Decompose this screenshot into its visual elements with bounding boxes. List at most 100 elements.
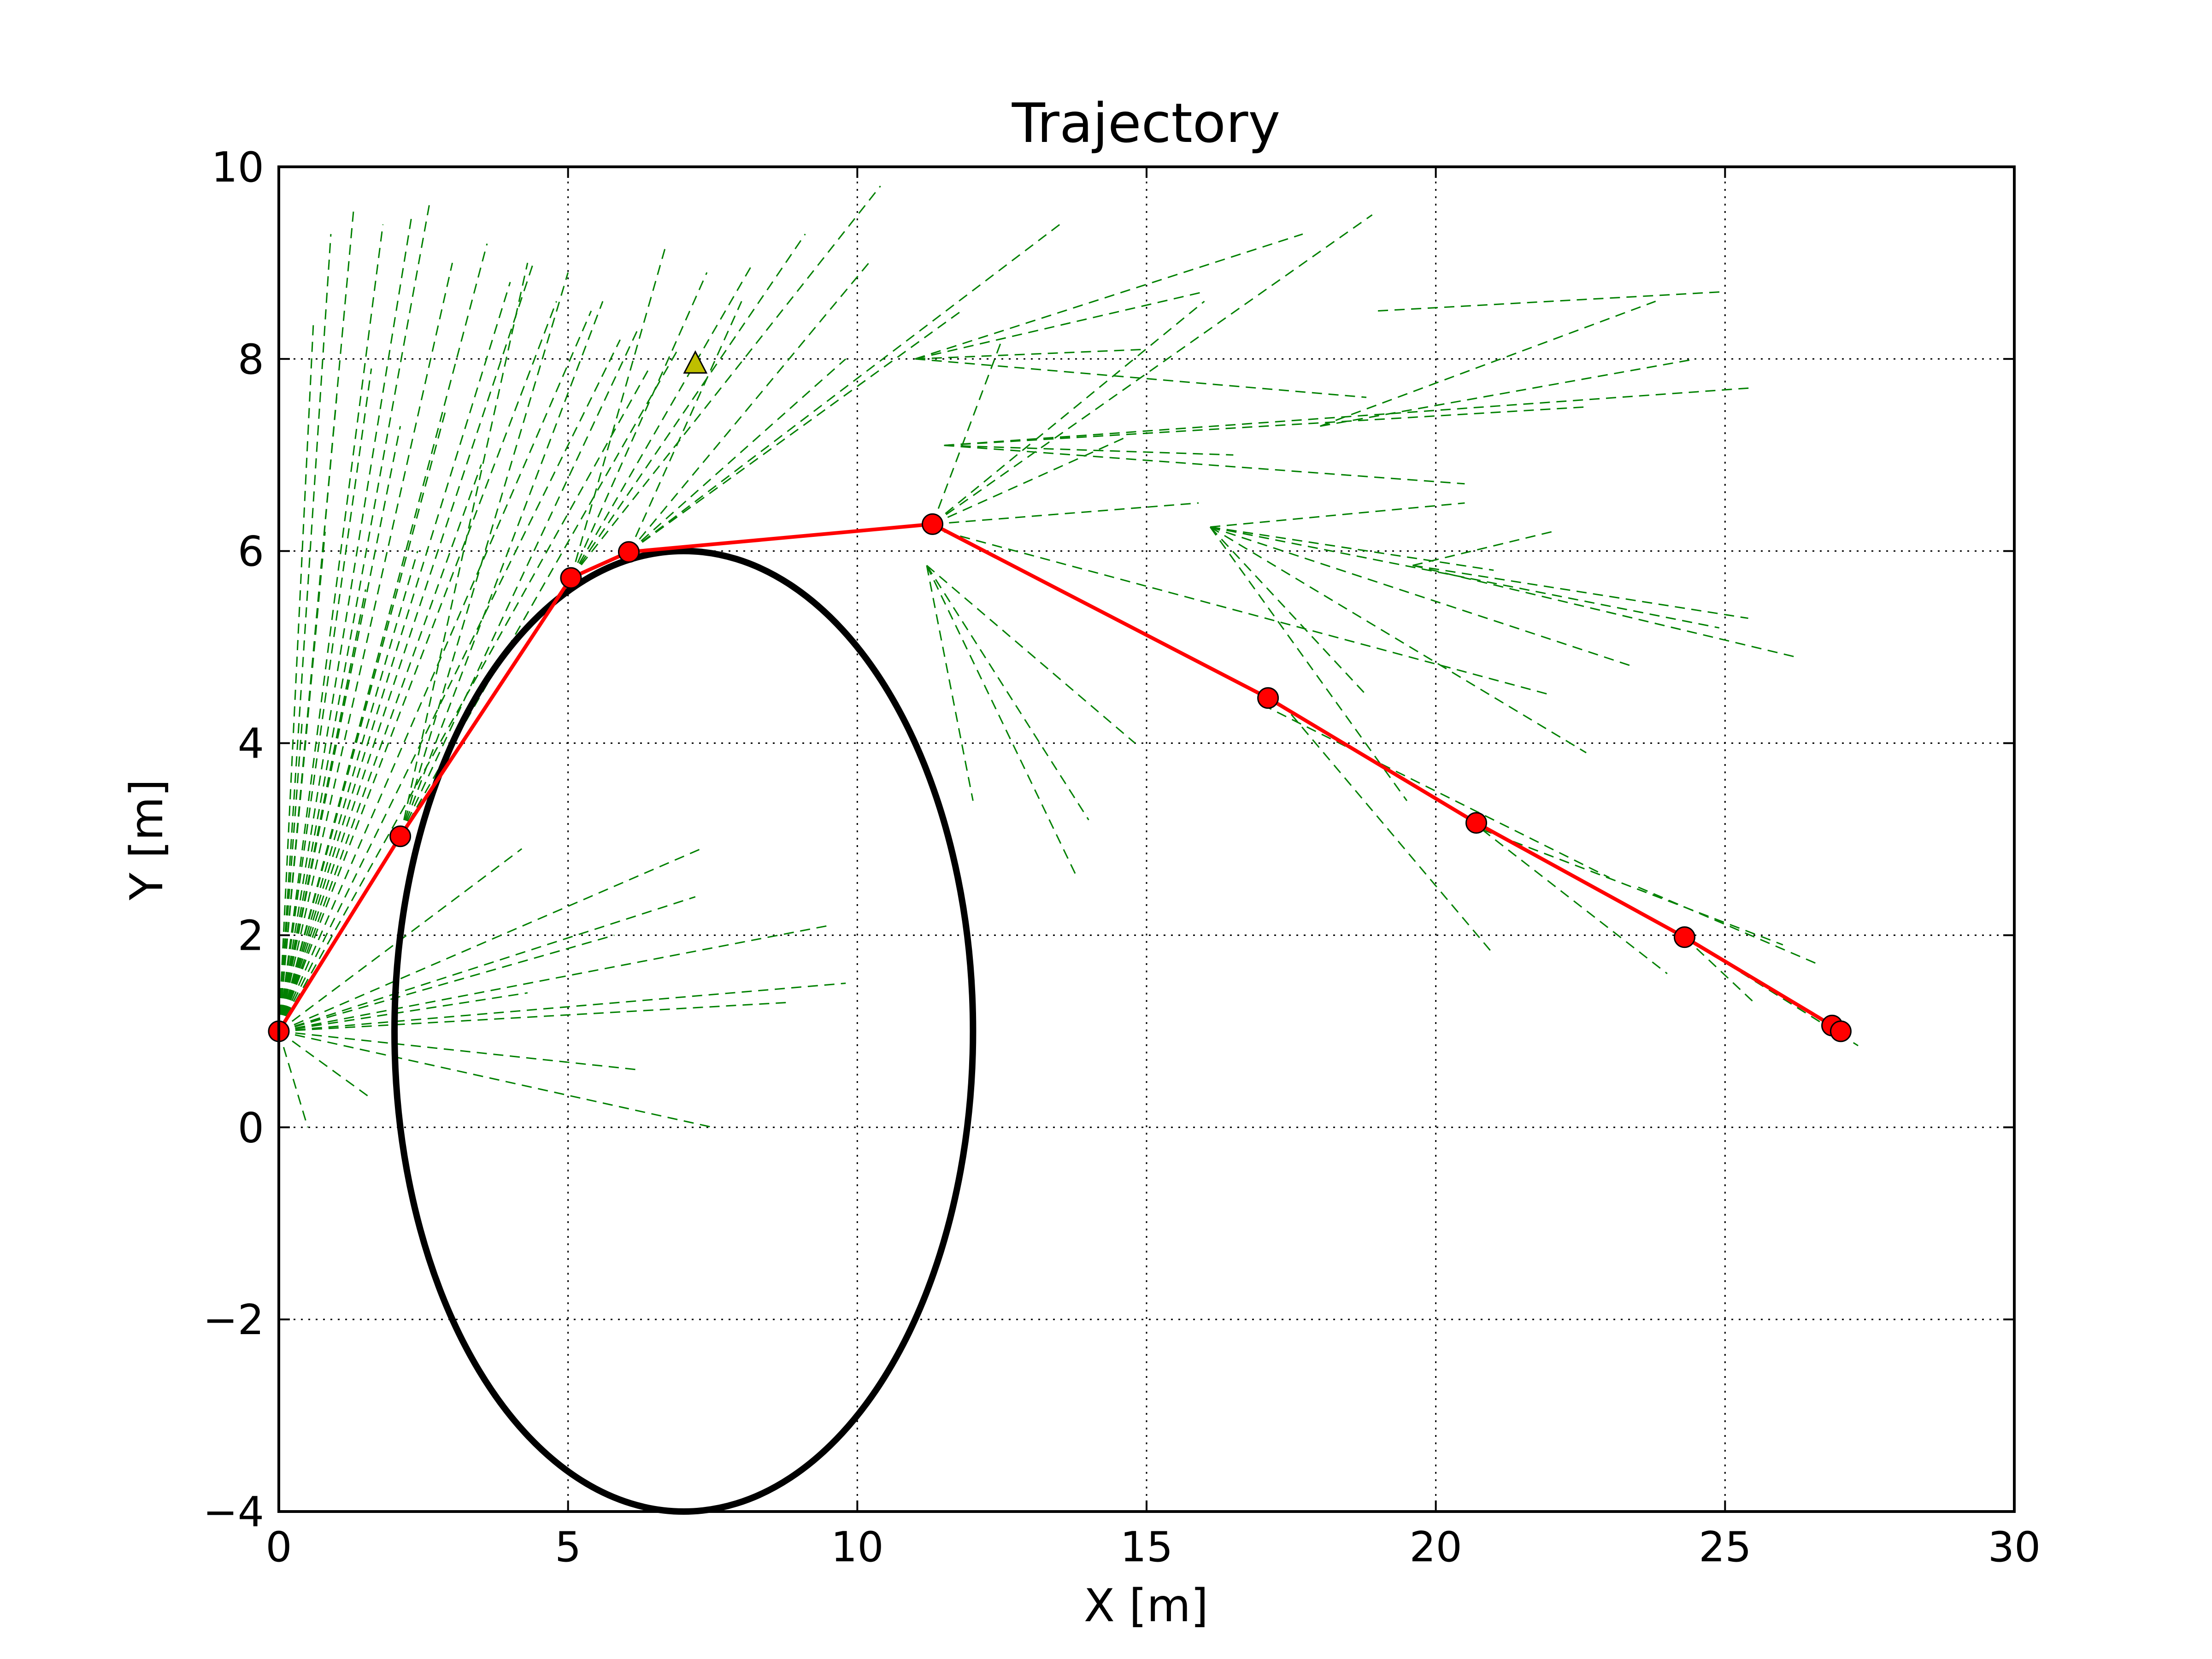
tree-edge bbox=[926, 565, 1089, 821]
y-tick-label: 4 bbox=[238, 720, 264, 768]
tree-edge bbox=[570, 262, 754, 578]
x-tick-label: 30 bbox=[1988, 1523, 2041, 1571]
tree-edge bbox=[278, 214, 413, 1032]
tree-edge bbox=[1209, 526, 1408, 801]
x-tick-label: 15 bbox=[1120, 1523, 1173, 1571]
x-tick-label: 0 bbox=[265, 1523, 292, 1571]
x-tick-label: 25 bbox=[1699, 1523, 1752, 1571]
tree-edge bbox=[400, 329, 638, 837]
tree-edge bbox=[915, 358, 1367, 398]
tree-edge bbox=[1290, 714, 1494, 955]
tree-edge bbox=[628, 301, 742, 553]
tree-edge bbox=[932, 214, 1373, 525]
tree-edge bbox=[278, 311, 592, 1032]
x-tick-label: 10 bbox=[831, 1523, 884, 1571]
tree-edge bbox=[915, 348, 1147, 360]
y-tick-label: 6 bbox=[238, 528, 264, 576]
tree-edge bbox=[570, 243, 667, 578]
tree-edge bbox=[278, 234, 332, 1031]
y-tick-labels: −4 −2 0 2 4 6 8 10 bbox=[203, 143, 264, 1536]
tree-edge bbox=[944, 387, 1754, 446]
y-tick-label: −4 bbox=[203, 1488, 264, 1536]
tree-edge bbox=[1320, 358, 1696, 427]
tree-edge bbox=[926, 565, 1135, 744]
tree-edge bbox=[278, 1030, 713, 1128]
tree-edge bbox=[400, 301, 604, 837]
tree-edge bbox=[1482, 829, 1668, 974]
tree-edge bbox=[278, 224, 384, 1032]
tree-edge bbox=[1320, 300, 1656, 427]
tree-edge bbox=[278, 551, 418, 1032]
y-tick-label: 0 bbox=[238, 1104, 264, 1152]
tree-edge bbox=[944, 444, 1465, 485]
goal-layer bbox=[683, 350, 708, 374]
tree-edge bbox=[278, 282, 511, 1032]
tree-edge bbox=[400, 272, 569, 837]
tree-edge bbox=[628, 224, 1060, 553]
tree-edge bbox=[1210, 526, 1720, 629]
goal-triangle bbox=[683, 350, 708, 374]
tree-edge bbox=[278, 339, 621, 1032]
tree-edge bbox=[1378, 291, 1725, 312]
tree-edge bbox=[278, 896, 696, 1032]
trajectory-path bbox=[277, 522, 1842, 1033]
y-tick-label: 2 bbox=[238, 912, 264, 960]
tree-edge bbox=[278, 301, 557, 1032]
waypoint-marker bbox=[618, 541, 640, 563]
x-tick-label: 20 bbox=[1409, 1523, 1462, 1571]
tree-edge bbox=[570, 234, 806, 578]
tree-edge bbox=[1412, 531, 1552, 566]
tree-edge bbox=[1209, 526, 1367, 696]
grid-lines bbox=[279, 167, 2014, 1512]
tree-edge bbox=[944, 531, 1552, 696]
tree-edge bbox=[278, 1030, 372, 1099]
tree-edge bbox=[1210, 526, 1633, 667]
tree-edge bbox=[570, 185, 881, 579]
tree-edge bbox=[278, 406, 447, 1032]
tree-edge bbox=[1210, 502, 1465, 528]
x-axis-label: X [m] bbox=[1084, 1580, 1208, 1632]
tree-edge bbox=[1412, 565, 1748, 619]
tree-edge bbox=[278, 368, 372, 1032]
waypoint-marker bbox=[1830, 1020, 1852, 1042]
x-tick-label: 5 bbox=[555, 1523, 581, 1571]
tree-edge bbox=[628, 358, 847, 553]
tree-edge bbox=[278, 1030, 638, 1071]
tree-edge bbox=[278, 320, 314, 1031]
waypoint-marker bbox=[560, 567, 582, 589]
tree-edge bbox=[932, 300, 1205, 525]
tree-edge bbox=[1482, 829, 1783, 946]
y-tick-label: −2 bbox=[203, 1296, 264, 1344]
exploration-tree bbox=[278, 185, 1859, 1128]
tree-edge bbox=[1210, 526, 1587, 753]
tree-edge bbox=[278, 263, 453, 1032]
tree-edge bbox=[278, 1031, 309, 1128]
tree-edge bbox=[570, 272, 708, 578]
waypoint-marker bbox=[389, 825, 412, 847]
tree-edge bbox=[278, 925, 829, 1032]
axis-ticks bbox=[278, 166, 2015, 1512]
tree-edge bbox=[278, 934, 615, 1032]
tree-edge bbox=[278, 262, 534, 1032]
tree-edge bbox=[278, 205, 430, 1032]
trajectory-line bbox=[277, 522, 1842, 1033]
tree-edge bbox=[932, 435, 1130, 525]
tree-edge bbox=[932, 502, 1199, 525]
tree-edge bbox=[926, 565, 974, 801]
waypoint-marker bbox=[1673, 926, 1695, 948]
tree-edge bbox=[944, 406, 1587, 446]
chart-title: Trajectory bbox=[1012, 91, 1281, 155]
tree-edge bbox=[278, 464, 482, 1032]
tree-edge bbox=[278, 992, 528, 1032]
tree-edge bbox=[278, 531, 326, 1031]
waypoint-marker bbox=[1257, 687, 1279, 709]
tree-edge bbox=[278, 1001, 788, 1032]
tree-edge bbox=[1262, 704, 1610, 878]
tree-edge bbox=[628, 262, 870, 553]
y-tick-label: 10 bbox=[211, 143, 264, 192]
tree-edge bbox=[628, 310, 962, 553]
tree-edge bbox=[915, 233, 1303, 360]
y-tick-label: 8 bbox=[238, 335, 264, 384]
x-tick-labels: 0 5 10 15 20 25 30 bbox=[265, 1523, 2041, 1571]
